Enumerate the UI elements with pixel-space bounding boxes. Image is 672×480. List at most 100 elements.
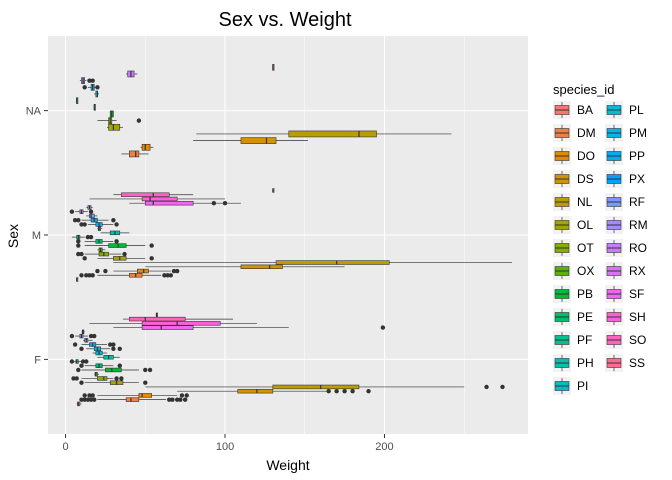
outlier-point	[69, 359, 75, 364]
box-NA-RM	[79, 77, 95, 84]
box-F-OL	[79, 380, 148, 385]
y-tick-label: NA	[26, 106, 42, 118]
outlier-point	[74, 376, 79, 381]
outlier-point	[84, 359, 89, 364]
legend-label: OL	[577, 218, 593, 232]
legend-entry-DO: DO	[553, 147, 595, 165]
box-F-PB	[76, 367, 153, 373]
box-NA-SS	[272, 64, 275, 71]
outlier-point	[174, 268, 180, 274]
box-M-RM	[69, 209, 94, 214]
legend-entry-DM: DM	[553, 124, 596, 142]
legend-entry-PP: PP	[605, 147, 645, 165]
x-axis: 0 100 200	[62, 434, 394, 453]
legend-label: OX	[577, 264, 594, 278]
outlier-point	[90, 273, 95, 278]
box-F-BA	[76, 401, 82, 407]
box-body	[141, 325, 194, 330]
outlier-point	[82, 397, 87, 402]
outlier-point	[380, 325, 386, 330]
outlier-point	[111, 217, 116, 223]
box-body	[129, 316, 186, 322]
box-NA-PF	[76, 97, 79, 104]
outlier-point	[85, 397, 91, 402]
outlier-point	[119, 376, 124, 381]
box-M-SS	[272, 188, 275, 193]
outlier-point	[76, 239, 81, 244]
outlier-point	[82, 256, 87, 261]
box-body	[105, 367, 122, 373]
x-tick-label: 0	[62, 441, 68, 453]
outlier-point	[88, 209, 94, 214]
legend-label: PI	[577, 379, 588, 393]
outlier-point	[72, 342, 78, 347]
legend-label: PP	[629, 149, 645, 163]
legend-label: OT	[577, 241, 594, 255]
outlier-point	[107, 342, 113, 347]
box-M-BA	[76, 277, 79, 282]
box-NA-DS	[193, 137, 308, 144]
box-F-RO	[81, 329, 85, 335]
legend-entry-PM: PM	[605, 124, 647, 142]
legend-entry-PL: PL	[605, 101, 644, 119]
outlier-point	[122, 251, 127, 257]
box-M-DO	[95, 268, 180, 274]
legend-label: SH	[629, 310, 646, 324]
legend-label: SF	[629, 287, 644, 301]
chart-title: Sex vs. Weight	[218, 9, 351, 31]
outlier-point	[182, 397, 188, 402]
box-F-SO	[122, 316, 233, 322]
box-F-PP	[72, 342, 116, 347]
outlier-point	[76, 217, 81, 223]
outlier-point	[69, 209, 75, 214]
box-body	[141, 321, 221, 326]
box-layer	[69, 64, 513, 407]
outlier-point	[76, 251, 81, 257]
box-M-OX	[97, 247, 106, 253]
outlier-point	[79, 251, 84, 257]
box-body	[240, 137, 277, 144]
legend-entry-PX: PX	[605, 170, 645, 188]
outlier-point	[80, 359, 86, 364]
box-F-PL	[92, 350, 108, 356]
legend-entry-SH: SH	[605, 308, 646, 326]
box-M-OL	[82, 256, 154, 261]
y-axis-title: Sex	[5, 224, 21, 248]
box-M-PF	[71, 234, 94, 240]
outlier-point	[334, 388, 339, 394]
box-NA-RO	[126, 70, 138, 78]
legend-entry-OT: OT	[553, 239, 594, 257]
outlier-point	[111, 342, 116, 347]
legend-entry-RM: RM	[605, 216, 648, 234]
box-body	[137, 268, 149, 274]
box-body	[141, 143, 151, 151]
legend-label: NL	[577, 195, 593, 209]
outlier-point	[88, 234, 94, 240]
outlier-point	[95, 268, 100, 274]
box-body	[272, 384, 360, 390]
box-body	[89, 213, 95, 219]
legend-label: PL	[629, 103, 644, 117]
box-body	[121, 192, 170, 197]
y-tick-label: F	[34, 354, 41, 366]
outlier-point	[79, 363, 84, 368]
box-F-PE	[79, 363, 122, 368]
outlier-point	[82, 85, 87, 90]
outlier-point	[92, 397, 97, 402]
box-F-RF	[83, 338, 93, 343]
legend-entry-PE: PE	[553, 308, 593, 326]
outlier-point	[95, 85, 100, 90]
box-M-RF	[86, 213, 98, 219]
box-F-SF	[113, 325, 386, 330]
box-M-PH	[100, 230, 130, 236]
outlier-point	[174, 397, 180, 402]
outlier-point	[143, 367, 148, 373]
outlier-point	[500, 384, 505, 390]
box-M-PM	[79, 222, 119, 227]
outlier-point	[90, 78, 95, 83]
outlier-point	[79, 380, 84, 385]
outlier-point	[342, 388, 347, 394]
outlier-point	[136, 118, 142, 123]
legend-label: PH	[577, 356, 594, 370]
outlier-point	[484, 384, 489, 390]
